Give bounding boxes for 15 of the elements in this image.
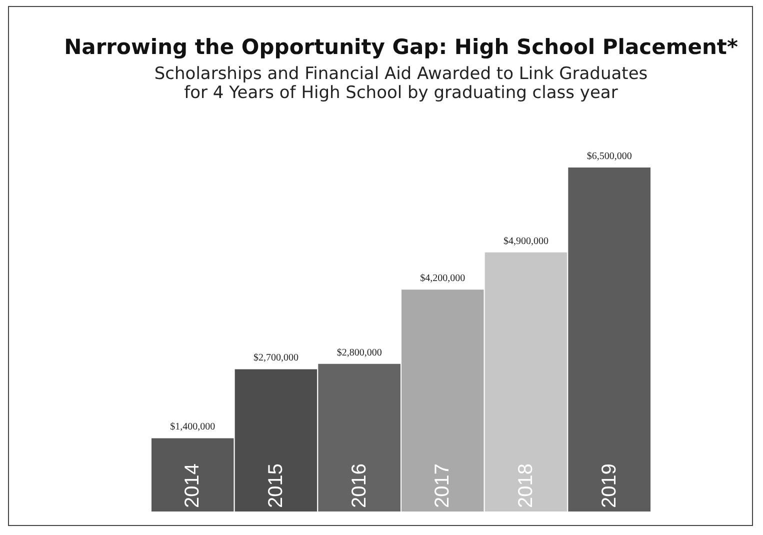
data-label: $2,800,000 (336, 347, 382, 358)
data-label: $6,500,000 (586, 151, 632, 162)
data-label: $4,900,000 (504, 236, 548, 247)
x-tick-label: 2014 (182, 464, 204, 508)
x-tick-label: 2017 (432, 464, 454, 508)
data-label: $1,400,000 (170, 422, 216, 433)
x-tick-label: 2019 (598, 464, 620, 508)
data-label: $4,200,000 (420, 273, 466, 284)
x-tick-label: 2018 (515, 464, 537, 508)
x-tick-label: 2015 (265, 464, 287, 508)
text: Scholarships and Financial Aid Awarded to Link Graduates (154, 64, 648, 84)
text: for 4 Years of High School by graduating class year (184, 83, 618, 103)
x-tick-label: 2016 (348, 464, 370, 508)
chart-title: Narrowing the Opportunity Gap: High School Placement* (64, 35, 738, 59)
data-label: $2,700,000 (254, 352, 298, 364)
